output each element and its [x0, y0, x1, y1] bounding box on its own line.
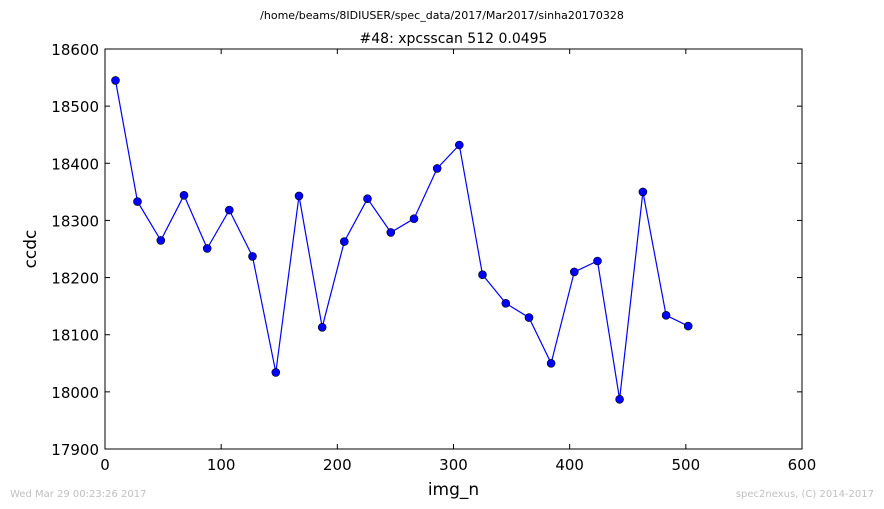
data-point — [501, 298, 511, 308]
x-tick-label: 600 — [788, 456, 817, 474]
footer-timestamp: Wed Mar 29 00:23:26 2017 — [10, 489, 147, 500]
data-point — [683, 321, 693, 331]
x-axis-label: img_n — [428, 480, 479, 500]
data-point — [294, 191, 304, 201]
y-tick-label: 18600 — [51, 41, 99, 59]
data-point — [225, 205, 234, 215]
y-tick-label: 18500 — [51, 98, 99, 116]
data-point — [569, 267, 579, 277]
y-tick-label: 17900 — [51, 441, 99, 459]
data-point — [432, 164, 442, 173]
data-point — [478, 270, 487, 280]
data-point — [133, 197, 142, 206]
data-point — [317, 322, 327, 332]
x-tick-label: 300 — [439, 456, 468, 474]
chart-title: #48: xpcsscan 512 0.0495 — [360, 31, 548, 47]
series-layer — [111, 76, 693, 404]
y-tick-label: 18400 — [51, 155, 99, 173]
y-axis-label: ccdc — [21, 230, 41, 269]
x-tick-label: 200 — [323, 456, 352, 474]
data-point — [615, 394, 624, 404]
data-point — [339, 237, 349, 246]
data-point — [386, 228, 396, 237]
data-point — [409, 214, 419, 223]
plot-area — [104, 48, 803, 450]
x-tick-label: 0 — [100, 456, 110, 474]
x-tick-label: 400 — [555, 456, 584, 474]
data-point — [111, 76, 120, 85]
data-point — [546, 358, 556, 368]
y-axis: 17900 18000 18100 18200 18300 18400 18500 18600 — [51, 41, 802, 459]
data-point — [179, 191, 189, 200]
data-point — [454, 140, 464, 150]
x-tick-label: 100 — [207, 456, 236, 474]
data-point — [202, 244, 212, 253]
data-point — [638, 187, 648, 197]
y-tick-label: 18300 — [51, 212, 99, 230]
data-point — [271, 368, 281, 377]
footer-credit: spec2nexus, (C) 2014-2017 — [735, 489, 874, 500]
x-axis: 0 100 200 300 400 500 600 — [100, 49, 816, 474]
data-point — [524, 313, 534, 322]
data-point — [156, 236, 166, 245]
data-point — [363, 194, 372, 203]
data-point — [661, 310, 671, 320]
y-tick-label: 18200 — [51, 270, 99, 288]
figure-suptitle: /home/beams/8IDIUSER/spec_data/2017/Mar2… — [260, 9, 624, 22]
y-tick-label: 18000 — [51, 384, 99, 402]
data-point — [593, 256, 602, 266]
data-point — [248, 252, 257, 261]
x-tick-label: 500 — [672, 456, 701, 474]
y-tick-label: 18100 — [51, 327, 99, 345]
